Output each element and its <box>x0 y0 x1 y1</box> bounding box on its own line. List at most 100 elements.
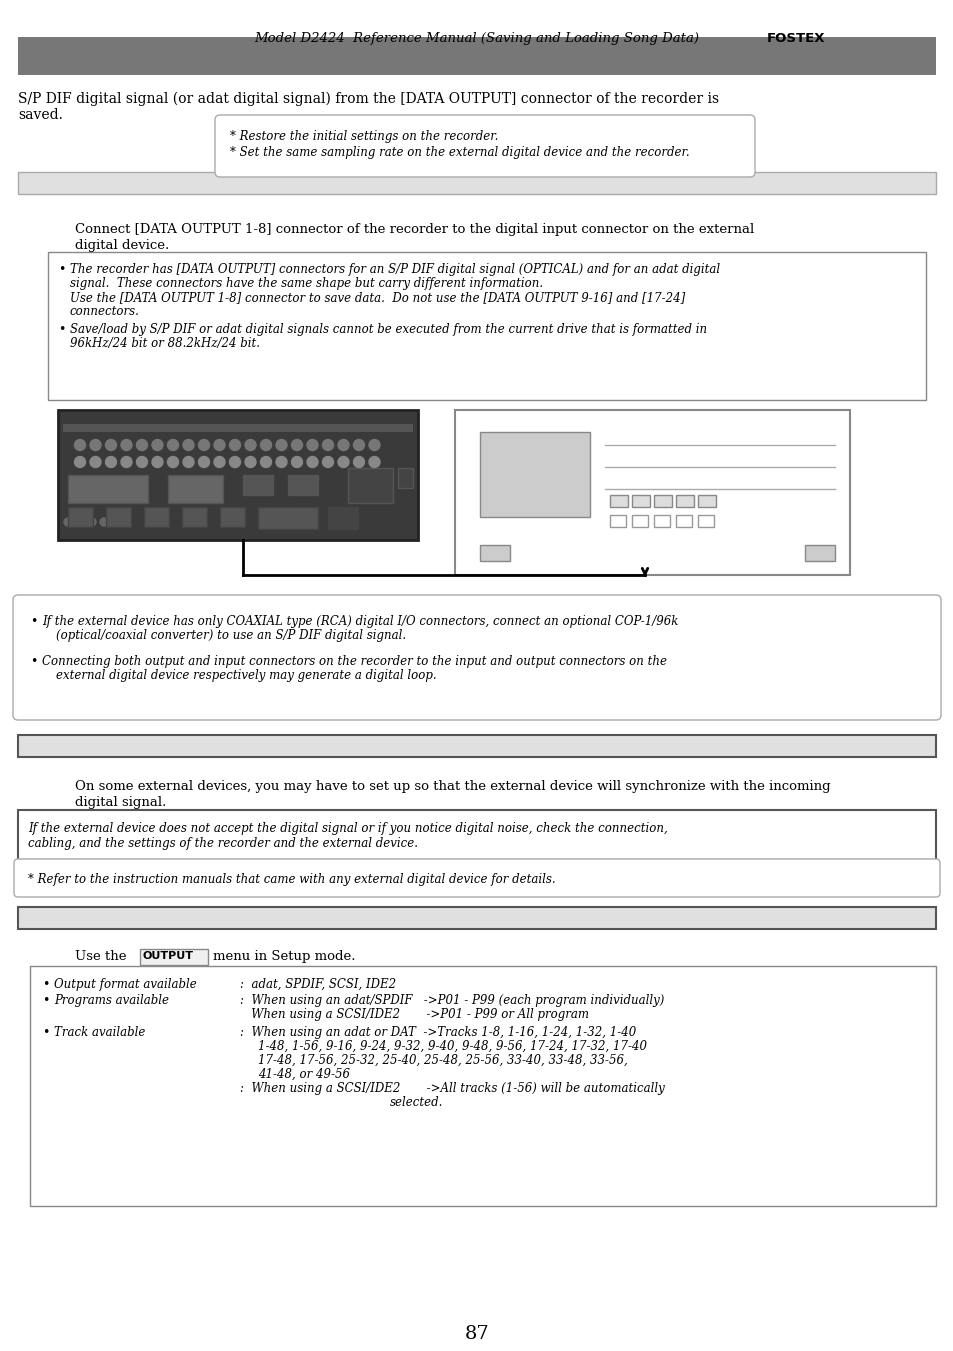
Circle shape <box>260 439 272 450</box>
Circle shape <box>152 457 163 467</box>
Bar <box>654 494 671 507</box>
Text: •: • <box>58 323 66 336</box>
Bar <box>140 948 208 965</box>
Circle shape <box>198 457 210 467</box>
Text: :  When using an adat or DAT  ->Tracks 1-8, 1-16, 1-24, 1-32, 1-40: : When using an adat or DAT ->Tracks 1-8… <box>240 1025 636 1039</box>
Circle shape <box>213 457 225 467</box>
Circle shape <box>230 457 240 467</box>
FancyBboxPatch shape <box>214 115 754 177</box>
Text: Track available: Track available <box>54 1025 145 1039</box>
Text: external digital device respectively may generate a digital loop.: external digital device respectively may… <box>56 669 436 682</box>
Bar <box>48 253 925 400</box>
Circle shape <box>354 439 364 450</box>
Circle shape <box>64 517 71 526</box>
Circle shape <box>245 457 255 467</box>
Bar <box>609 494 627 507</box>
Text: * Set the same sampling rate on the external digital device and the recorder.: * Set the same sampling rate on the exte… <box>230 146 689 159</box>
Text: S/P DIF digital signal (or adat digital signal) from the [DATA OUTPUT] connector: S/P DIF digital signal (or adat digital … <box>18 92 719 107</box>
Circle shape <box>121 457 132 467</box>
Text: When using a SCSI/IDE2       ->P01 - P99 or All program: When using a SCSI/IDE2 ->P01 - P99 or Al… <box>240 1008 588 1021</box>
Bar <box>676 515 691 527</box>
Text: Use the: Use the <box>75 950 127 963</box>
Text: 17-48, 17-56, 25-32, 25-40, 25-48, 25-56, 33-40, 33-48, 33-56,: 17-48, 17-56, 25-32, 25-40, 25-48, 25-56… <box>257 1054 627 1067</box>
Circle shape <box>106 457 116 467</box>
Text: * Refer to the instruction manuals that came with any external digital device fo: * Refer to the instruction manuals that … <box>28 873 555 886</box>
Bar <box>698 494 716 507</box>
Circle shape <box>76 517 84 526</box>
Text: saved.: saved. <box>18 108 63 122</box>
Circle shape <box>183 457 193 467</box>
Text: OUTPUT: OUTPUT <box>143 951 193 961</box>
Bar <box>676 494 693 507</box>
Bar <box>68 507 92 527</box>
Circle shape <box>183 439 193 450</box>
Circle shape <box>198 439 210 450</box>
Text: •: • <box>42 978 50 992</box>
Circle shape <box>275 439 287 450</box>
Bar <box>144 507 169 527</box>
Circle shape <box>230 439 240 450</box>
Circle shape <box>354 457 364 467</box>
Text: Programs available: Programs available <box>54 994 169 1006</box>
Text: digital device.: digital device. <box>75 239 169 253</box>
Circle shape <box>88 517 96 526</box>
Circle shape <box>74 457 86 467</box>
Circle shape <box>322 439 334 450</box>
Text: :  When using a SCSI/IDE2       ->All tracks (1-56) will be automatically: : When using a SCSI/IDE2 ->All tracks (1… <box>240 1082 664 1096</box>
Bar <box>288 476 317 494</box>
Circle shape <box>322 457 334 467</box>
Text: 1-48, 1-56, 9-16, 9-24, 9-32, 9-40, 9-48, 9-56, 17-24, 17-32, 17-40: 1-48, 1-56, 9-16, 9-24, 9-32, 9-40, 9-48… <box>257 1040 646 1052</box>
Bar <box>30 966 935 1206</box>
Text: :  adat, SPDIF, SCSI, IDE2: : adat, SPDIF, SCSI, IDE2 <box>240 978 395 992</box>
Text: Save/load by S/P DIF or adat digital signals cannot be executed from the current: Save/load by S/P DIF or adat digital sig… <box>70 323 706 336</box>
Bar <box>18 907 935 929</box>
Text: If the external device does not accept the digital signal or if you notice digit: If the external device does not accept t… <box>28 821 667 835</box>
Circle shape <box>307 439 317 450</box>
Text: * Restore the initial settings on the recorder.: * Restore the initial settings on the re… <box>230 130 497 143</box>
Bar <box>479 432 589 517</box>
Bar <box>804 544 834 561</box>
Text: menu in Setup mode.: menu in Setup mode. <box>213 950 355 963</box>
Text: cabling, and the settings of the recorder and the external device.: cabling, and the settings of the recorde… <box>28 838 417 850</box>
Text: 41-48, or 49-56: 41-48, or 49-56 <box>257 1069 350 1081</box>
Bar <box>18 811 935 861</box>
Circle shape <box>292 457 302 467</box>
Circle shape <box>74 439 86 450</box>
Text: Connecting both output and input connectors on the recorder to the input and out: Connecting both output and input connect… <box>42 655 666 667</box>
Text: Use the [DATA OUTPUT 1-8] connector to save data.  Do not use the [DATA OUTPUT 9: Use the [DATA OUTPUT 1-8] connector to s… <box>70 290 684 304</box>
Bar <box>631 494 649 507</box>
Bar <box>397 467 413 488</box>
Text: selected.: selected. <box>390 1096 443 1109</box>
Bar <box>68 476 148 503</box>
Text: •: • <box>42 994 50 1006</box>
Text: •: • <box>58 263 66 276</box>
Bar <box>63 424 413 432</box>
Text: Output format available: Output format available <box>54 978 196 992</box>
Text: (optical/coaxial converter) to use an S/P DIF digital signal.: (optical/coaxial converter) to use an S/… <box>56 630 406 642</box>
Circle shape <box>90 457 101 467</box>
Bar <box>479 544 510 561</box>
Text: •: • <box>42 1025 50 1039</box>
Text: 87: 87 <box>464 1325 489 1343</box>
Circle shape <box>168 439 178 450</box>
FancyBboxPatch shape <box>13 594 940 720</box>
Bar <box>328 507 357 530</box>
Text: digital signal.: digital signal. <box>75 796 166 809</box>
Circle shape <box>337 439 349 450</box>
Text: Model D2424  Reference Manual (Saving and Loading Song Data): Model D2424 Reference Manual (Saving and… <box>254 32 699 45</box>
Text: 96kHz/24 bit or 88.2kHz/24 bit.: 96kHz/24 bit or 88.2kHz/24 bit. <box>70 336 260 350</box>
Bar <box>698 515 713 527</box>
Circle shape <box>275 457 287 467</box>
Circle shape <box>260 457 272 467</box>
Circle shape <box>136 439 148 450</box>
Circle shape <box>136 457 148 467</box>
Circle shape <box>168 457 178 467</box>
Bar <box>58 409 417 540</box>
Bar <box>243 476 273 494</box>
Bar <box>168 476 223 503</box>
Bar <box>220 507 245 527</box>
Bar <box>18 172 935 195</box>
Bar <box>609 515 625 527</box>
Text: connectors.: connectors. <box>70 305 140 317</box>
FancyBboxPatch shape <box>14 859 939 897</box>
